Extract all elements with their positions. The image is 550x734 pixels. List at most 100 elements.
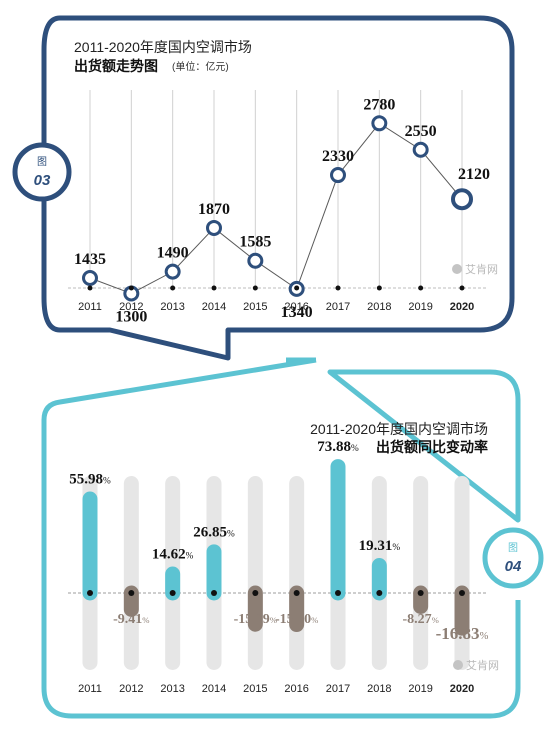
tick-dot: [335, 285, 341, 291]
data-label: 1340: [281, 304, 313, 321]
data-label: 14.62%: [152, 547, 194, 563]
baseline-dot: [169, 590, 176, 596]
bottom-panel-frame: [41, 357, 521, 719]
badge-number: 03: [34, 172, 51, 189]
x-tick-label: 2015: [243, 301, 267, 313]
bottom-chart-subtitle: 出货额同比变动率: [376, 439, 488, 455]
data-label: 1585: [239, 234, 271, 251]
tick-dot: [418, 285, 424, 291]
tick-dot: [128, 285, 134, 291]
bar-positive: [371, 558, 387, 601]
x-tick-label: 2014: [202, 301, 226, 313]
data-label: 19.31%: [359, 538, 401, 554]
watermark-text: 艾肯网: [466, 659, 499, 672]
data-label: 1870: [198, 201, 230, 218]
bar-negative: [289, 585, 305, 633]
tick-dot: [211, 285, 217, 291]
baseline-dot: [293, 590, 300, 596]
bar-positive: [206, 544, 222, 601]
data-label: 73.88%: [317, 439, 359, 455]
x-tick-label: 2015: [243, 683, 267, 695]
bottom-bar-chart: 55.98% -9.41% 14.62% 26.85% -15.29%-15.40% 73…: [68, 439, 489, 695]
baseline-dot: [335, 590, 341, 596]
x-tick-label: 2017: [326, 301, 350, 313]
x-tick-label: 2011: [78, 683, 102, 695]
x-tick-label: 2013: [160, 301, 184, 313]
tick-dot: [170, 285, 176, 291]
data-label: -15.40%: [275, 612, 318, 627]
data-label: 55.98%: [69, 472, 111, 488]
bar-track: [247, 476, 263, 670]
x-tick-label: 2012: [119, 301, 143, 313]
x-tick-label: 2018: [367, 301, 391, 313]
x-tick-label: 2016: [284, 301, 308, 313]
bar-positive: [165, 566, 181, 601]
top-chart-title: 2011-2020年度国内空调市场: [74, 39, 252, 55]
data-label: 1300: [115, 309, 147, 326]
tick-dot: [294, 285, 300, 291]
data-point: [371, 115, 388, 132]
top-chart-unit: (单位：亿元): [172, 60, 229, 73]
data-point: [206, 219, 222, 236]
data-point: [164, 263, 181, 280]
top-chart-subtitle: 出货额走势图: [74, 58, 158, 74]
data-label: 1435: [74, 251, 106, 268]
x-tick-label: 2014: [202, 683, 226, 695]
data-point: [82, 269, 98, 286]
bottom-chart-title: 2011-2020年度国内空调市场: [310, 421, 488, 437]
data-point: [412, 141, 429, 158]
data-label: -8.27%: [402, 612, 438, 627]
baseline-dot: [417, 590, 424, 596]
tick-dot: [459, 285, 465, 291]
bar-negative: [247, 585, 263, 632]
x-tick-label: 2018: [367, 683, 391, 695]
data-label: 2550: [405, 123, 437, 140]
data-label: 2120: [458, 166, 490, 183]
bar-negative: [413, 585, 429, 614]
bar-negative: [454, 585, 470, 636]
figure-badge-03: 图 03: [12, 142, 72, 202]
baseline-dot: [211, 590, 217, 596]
watermark-bottom: 艾肯网: [453, 659, 499, 672]
bar-positive: [330, 459, 346, 601]
x-tick-label: 2016: [284, 683, 308, 695]
figure-badge-04: 图 04: [482, 527, 544, 589]
baseline-dot: [376, 590, 383, 596]
x-tick-label: 2020: [450, 683, 474, 695]
badge-label: 图: [508, 542, 518, 554]
badge-number: 04: [505, 558, 522, 575]
data-label: -15.29%: [234, 612, 277, 627]
x-tick-label: 2019: [408, 683, 432, 695]
tick-dot: [376, 285, 382, 291]
bar-negative: [123, 585, 139, 617]
x-tick-label: 2020: [450, 301, 474, 313]
watermark-top: 艾肯网: [452, 263, 498, 276]
data-label: 2780: [363, 96, 395, 113]
bar-track: [123, 476, 139, 670]
bar-positive: [82, 491, 98, 601]
data-point: [330, 167, 346, 184]
data-label: -16.83%: [436, 624, 489, 643]
baseline-dot: [87, 590, 93, 596]
tick-dot: [252, 285, 258, 291]
data-label: -9.41%: [113, 612, 149, 627]
x-tick-label: 2012: [119, 683, 143, 695]
baseline-dot: [128, 590, 135, 596]
series-line: [89, 122, 463, 295]
top-line-chart: 1435 1300 1490 1870 1585 1340 2330 2780 2550 2120…: [68, 90, 490, 326]
x-tick-label: 2011: [78, 301, 102, 313]
x-tick-label: 2019: [408, 301, 432, 313]
baseline-dot: [459, 590, 465, 596]
data-label: 26.85%: [193, 524, 235, 540]
tick-dot: [87, 285, 93, 291]
data-label: 1490: [157, 245, 189, 262]
data-point: [451, 188, 473, 211]
bar-track: [413, 476, 429, 670]
watermark-text: 艾肯网: [465, 263, 498, 276]
x-tick-label: 2013: [160, 683, 184, 695]
data-point: [247, 252, 264, 269]
baseline-dot: [252, 590, 259, 596]
data-label: 2330: [322, 148, 354, 165]
badge-label: 图: [37, 156, 47, 168]
